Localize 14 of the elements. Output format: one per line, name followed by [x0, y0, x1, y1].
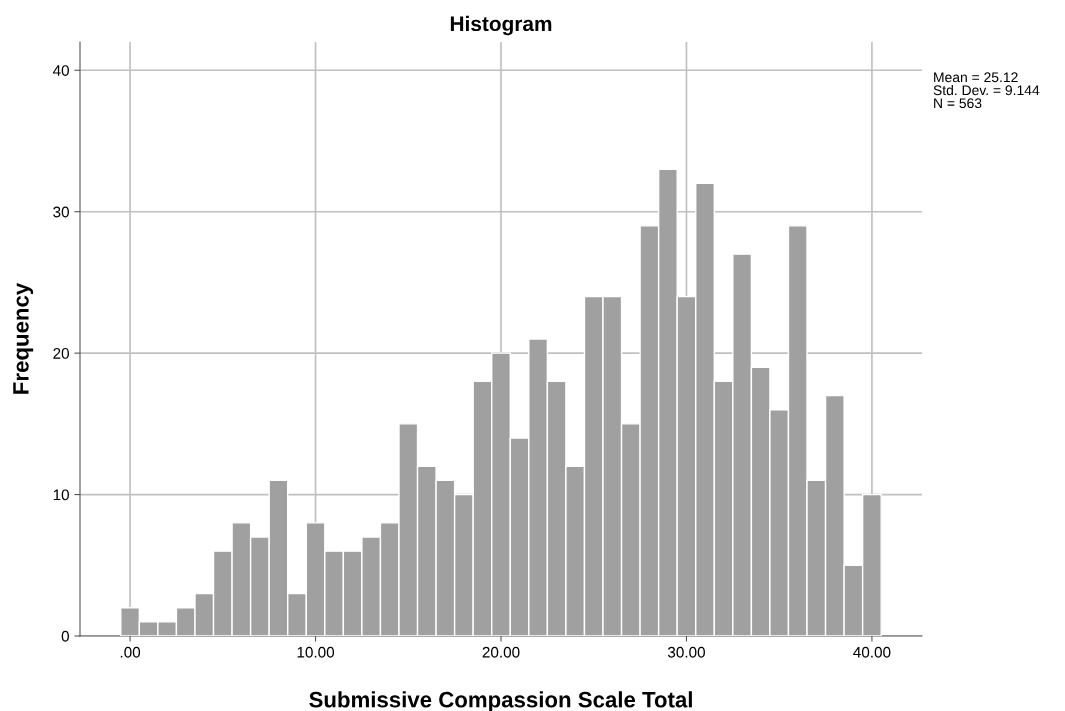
y-axis-title: Frequency [13, 282, 34, 394]
x-tick-label: 30.00 [667, 646, 705, 658]
y-tick-label: 10 [53, 489, 69, 501]
chart-title: Histogram [450, 15, 552, 36]
x-tick-label: 10.00 [297, 646, 335, 658]
x-tick-label: 40.00 [853, 646, 891, 658]
y-tick-label: 30 [53, 206, 69, 218]
text: Mean = 25.12 Std. Dev. = 9.144 N = 563 [933, 72, 1040, 109]
y-tick-label: 40 [52, 65, 69, 76]
y-tick-label: 0 [61, 630, 69, 642]
y-tick-label: 20 [53, 348, 69, 359]
x-tick-label: .00 [120, 646, 141, 658]
x-axis-title: Submissive Compassion Scale Total [309, 691, 692, 711]
x-tick-label: 20.00 [482, 646, 520, 658]
